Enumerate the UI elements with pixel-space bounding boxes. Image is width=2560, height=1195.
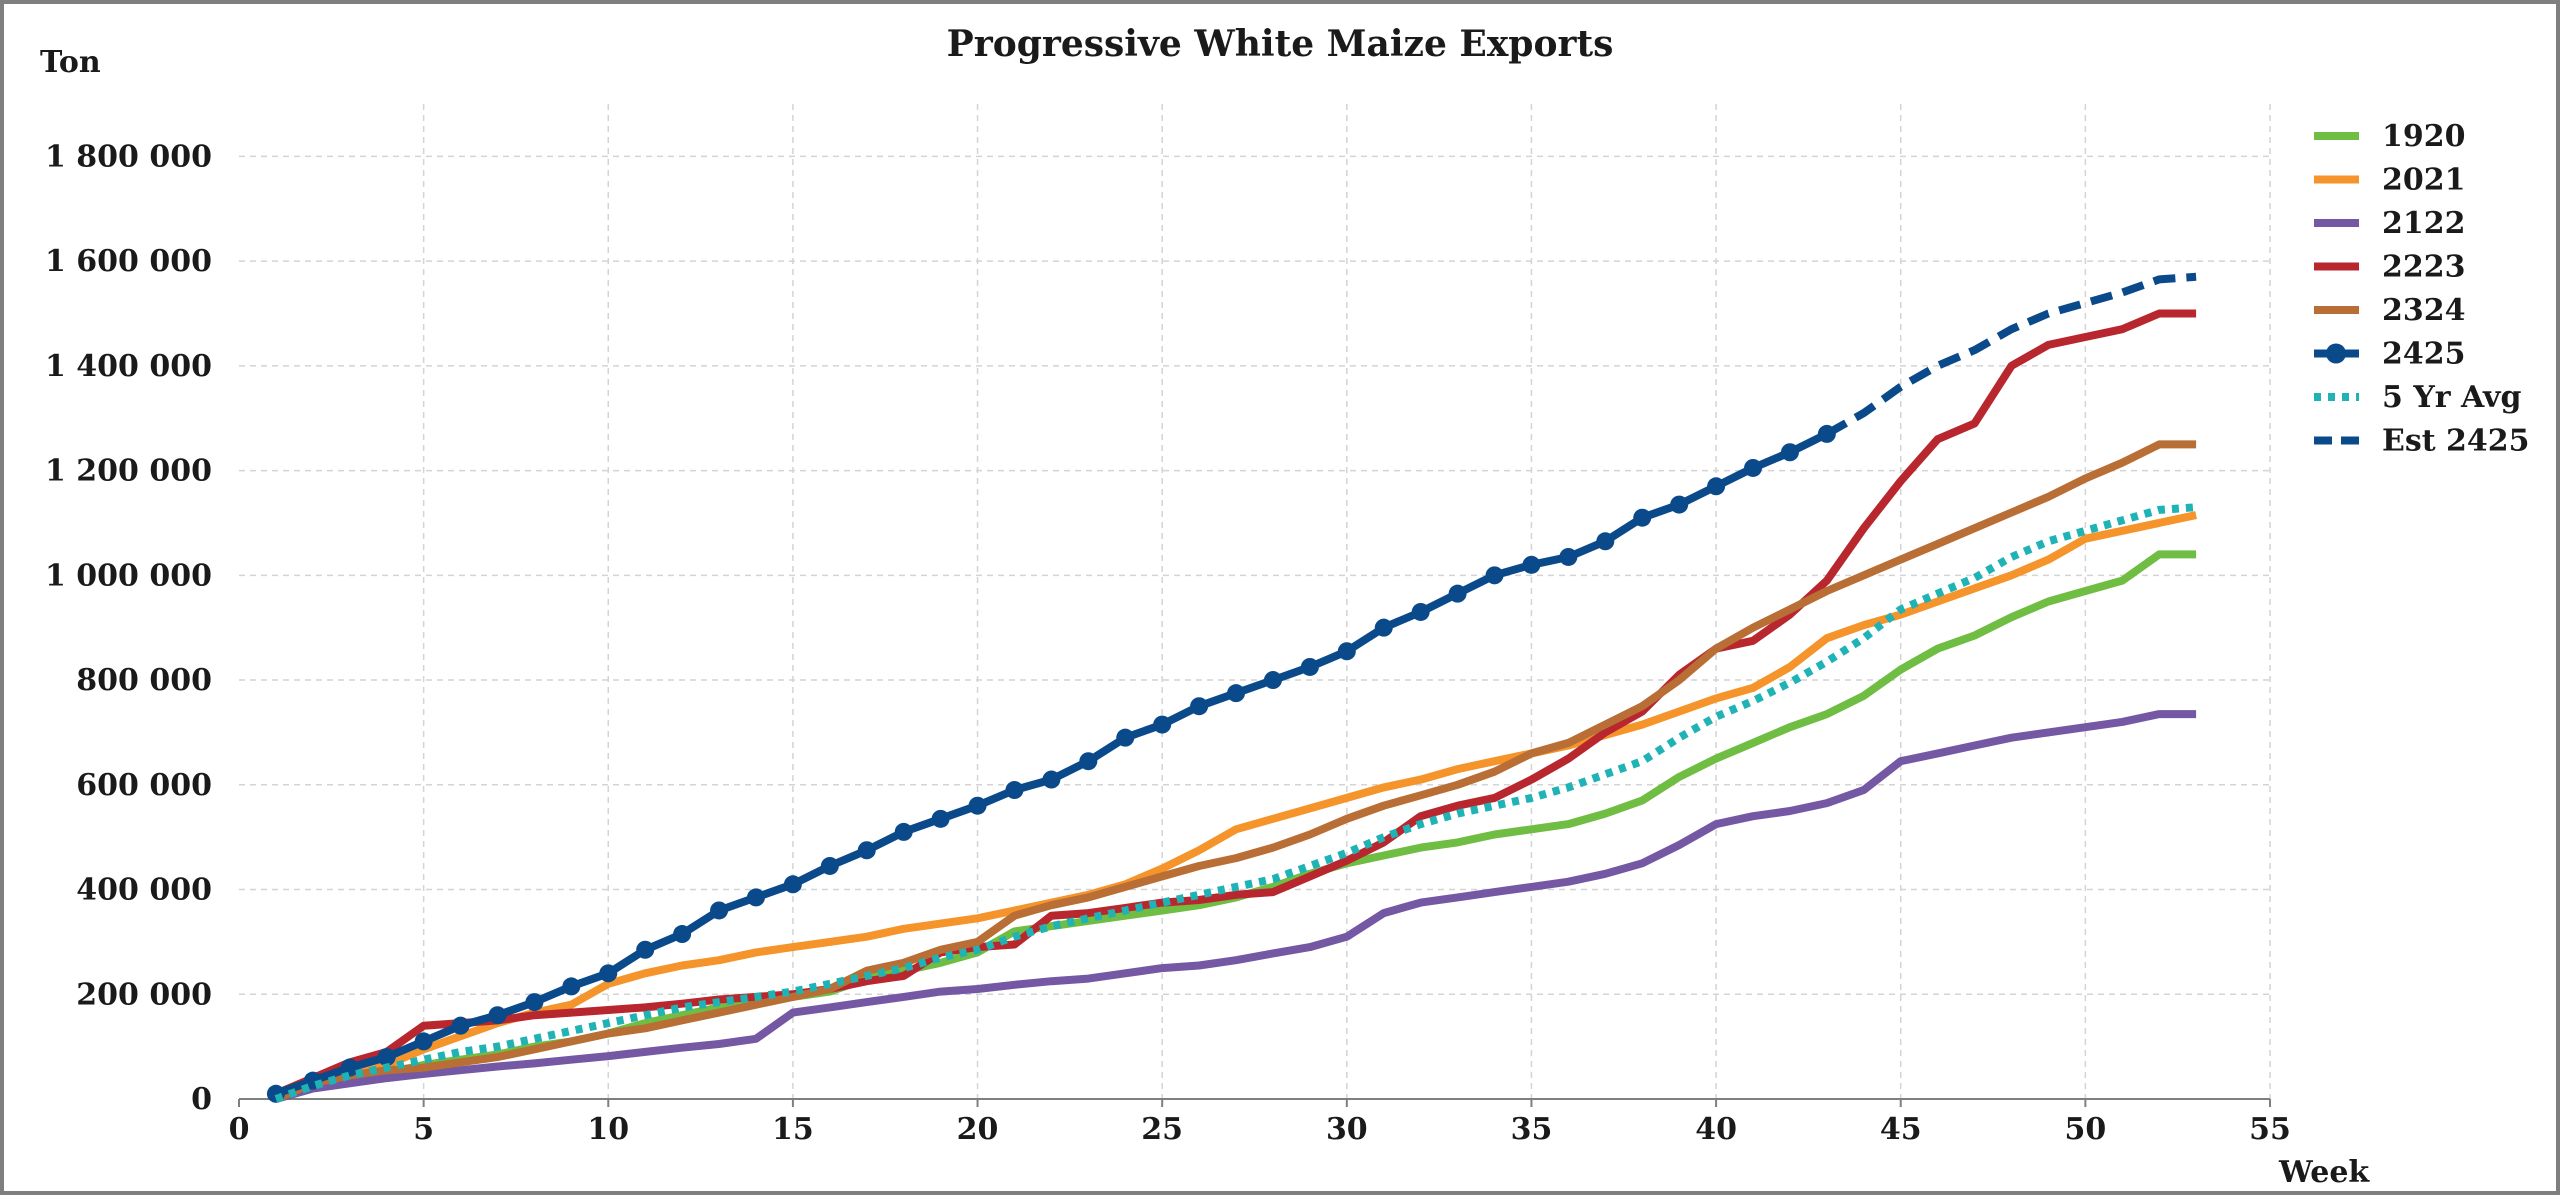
y-tick-label: 1 800 000 (45, 139, 212, 174)
x-tick-label: 15 (772, 1112, 814, 1147)
data-point-2425 (931, 809, 950, 828)
data-point-2425 (1374, 618, 1393, 637)
series-line-5-yr-avg (274, 503, 2197, 1103)
data-point-2425 (968, 796, 987, 815)
series-line-2223 (274, 309, 2197, 1098)
data-point-2425 (1153, 715, 1172, 734)
data-point-2425 (857, 841, 876, 860)
data-point-2425 (451, 1016, 470, 1035)
x-tick-label: 35 (1511, 1112, 1553, 1147)
legend-label: 1920 (2382, 119, 2466, 154)
data-point-2425 (746, 888, 765, 907)
grid (239, 104, 2271, 1099)
y-tick-label: 1 600 000 (45, 244, 212, 279)
data-point-2425 (414, 1032, 433, 1051)
y-tick-label: 1 000 000 (45, 558, 212, 593)
series-line-est-2425 (1824, 272, 2197, 438)
y-tick-label: 800 000 (76, 663, 212, 698)
data-point-2425 (636, 940, 655, 959)
legend-label: 2425 (2382, 337, 2466, 372)
y-tick-label: 1 400 000 (45, 349, 212, 384)
data-point-2425 (1670, 495, 1689, 514)
y-tick-label: 600 000 (76, 768, 212, 803)
data-point-2425 (340, 1058, 359, 1077)
series-line-2122 (274, 710, 2197, 1103)
data-point-2425 (562, 977, 581, 996)
data-point-2425 (1559, 547, 1578, 566)
data-point-2425 (1707, 477, 1726, 496)
data-point-2425 (783, 875, 802, 894)
chart-title: Progressive White Maize Exports (947, 23, 1614, 65)
y-axis-label: Ton (40, 45, 101, 80)
legend: 1920 2021 2122 2223 2324 2425 5 Yr Avg Est 2425 (2314, 119, 2530, 459)
line-chart: Progressive White Maize Exports Ton Week… (40, 23, 2530, 1190)
data-point-2425 (1337, 642, 1356, 661)
data-point-2425 (1005, 781, 1024, 800)
data-point-2425 (710, 901, 729, 920)
data-point-2425 (1744, 458, 1763, 477)
legend-label: 5 Yr Avg (2382, 380, 2521, 415)
data-point-2425 (377, 1048, 396, 1067)
x-axis-label: Week (2278, 1155, 2370, 1190)
x-tick-label: 30 (1326, 1112, 1368, 1147)
x-tick-label: 50 (2064, 1112, 2106, 1147)
x-tick-label: 0 (229, 1112, 250, 1147)
data-point-2425 (1411, 602, 1430, 621)
data-point-2425 (1263, 671, 1282, 690)
data-point-2425 (599, 964, 618, 983)
data-point-2425 (1633, 508, 1652, 527)
x-tick-label: 25 (1141, 1112, 1183, 1147)
data-point-2425 (1190, 697, 1209, 716)
data-point-2425 (525, 993, 544, 1012)
x-tick-label: 5 (413, 1112, 434, 1147)
y-tick-label: 400 000 (76, 873, 212, 908)
axes: 0 5 10 15 20 25 30 35 40 45 50 55 0 200 000 400 000 600… (45, 139, 2291, 1147)
legend-label: 2122 (2382, 206, 2466, 241)
data-point-2425 (1485, 566, 1504, 585)
series-line-2324 (274, 440, 2197, 1103)
y-tick-label: 200 000 (76, 977, 212, 1012)
x-tick-label: 10 (587, 1112, 629, 1147)
data-point-2425 (1042, 770, 1061, 789)
data-point-2425 (673, 925, 692, 944)
data-point-2425 (820, 856, 839, 875)
data-point-2425 (488, 1006, 507, 1025)
data-point-2425 (1448, 584, 1467, 603)
x-tick-label: 20 (957, 1112, 999, 1147)
data-point-2425 (1522, 555, 1541, 574)
series-line-2021 (274, 511, 2197, 1103)
legend-label: 2021 (2382, 163, 2466, 198)
x-tick-label: 40 (1695, 1112, 1737, 1147)
data-point-2425 (894, 822, 913, 841)
x-tick-label: 45 (1880, 1112, 1922, 1147)
y-tick-label: 0 (191, 1082, 212, 1117)
legend-marker (2326, 343, 2346, 364)
data-point-2425 (1780, 443, 1799, 462)
x-tick-label: 55 (2249, 1112, 2291, 1147)
data-point-2425 (1596, 532, 1615, 551)
legend-label: 2223 (2382, 250, 2466, 285)
y-tick-label: 1 200 000 (45, 454, 212, 489)
data-point-2425 (1079, 752, 1098, 771)
data-point-2425 (1300, 657, 1319, 676)
data-point-2425 (1116, 728, 1135, 747)
legend-label: Est 2425 (2382, 424, 2530, 459)
series-group (266, 272, 2197, 1103)
legend-label: 2324 (2382, 293, 2466, 328)
data-point-2425 (1227, 684, 1246, 703)
